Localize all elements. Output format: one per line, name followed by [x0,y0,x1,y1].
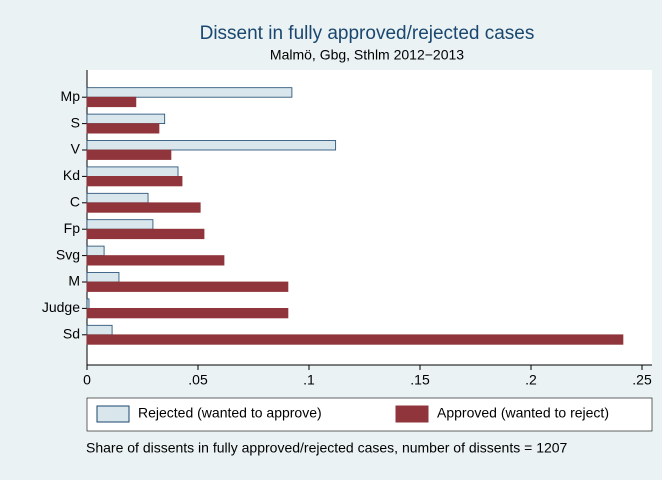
y-tick-label: S [71,114,80,130]
legend-label: Rejected (wanted to approve) [138,405,322,421]
x-tick-label: .25 [632,372,652,388]
chart-note: Share of dissents in fully approved/reje… [86,440,568,456]
bar [86,245,105,257]
y-tick-label: Fp [64,220,81,236]
bar [86,307,289,319]
bar [86,123,160,134]
y-tick-label: C [70,194,80,210]
y-tick-label: Kd [63,167,80,183]
bar [86,228,205,240]
bar [86,140,337,151]
x-tick-label: .05 [188,372,208,388]
y-tick-label: Judge [42,299,80,315]
y-tick-label: M [68,273,80,289]
bar [86,175,183,187]
x-tick-label: .2 [525,372,537,388]
x-tick-label: .1 [303,372,315,388]
bar [86,281,289,292]
x-tick-label: 0 [83,372,91,388]
bar [86,324,113,336]
legend-swatch [96,405,130,423]
bar [86,96,137,108]
y-tick-label: Svg [56,246,80,262]
bar [86,334,624,345]
legend-label: Approved (wanted to reject) [437,405,609,421]
plot-area [87,70,652,365]
bar [86,298,90,309]
bar [86,149,172,160]
legend [86,397,653,432]
bar [86,113,166,124]
bar [86,219,154,230]
bar [86,166,179,177]
chart-title: Dissent in fully approved/rejected cases [200,23,535,44]
bar [86,202,201,213]
legend-swatch [395,405,429,423]
bar [86,272,120,283]
y-tick-label: Mp [61,88,81,104]
chart-subtitle: Malmö, Gbg, Sthlm 2012−2013 [270,47,464,63]
x-tick-label: .15 [410,372,430,388]
bar [86,87,293,98]
bar [86,192,149,204]
y-tick-label: V [71,141,81,157]
y-tick-label: Sd [63,326,80,342]
bar [86,255,225,266]
